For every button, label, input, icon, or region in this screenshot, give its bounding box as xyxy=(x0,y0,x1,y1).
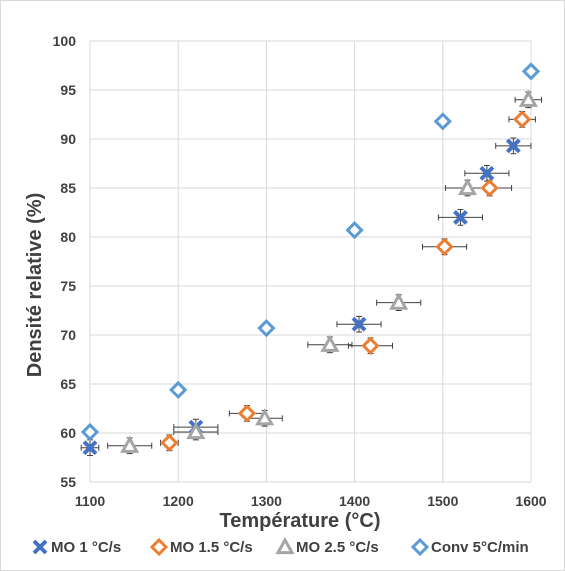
data-point xyxy=(351,316,367,332)
y-axis-title: Densité relative (%) xyxy=(24,193,46,378)
data-point xyxy=(480,178,499,198)
legend-label: MO 2.5 °C/s xyxy=(296,539,379,556)
data-point xyxy=(479,165,495,181)
data-point xyxy=(120,435,140,453)
data-point xyxy=(257,319,276,338)
data-point xyxy=(80,422,100,442)
x-axis-title: Température (°C) xyxy=(220,510,381,532)
x-tick-label: 1300 xyxy=(251,493,282,509)
grid-lines xyxy=(89,40,532,483)
y-tick-label: 80 xyxy=(60,229,76,245)
data-point xyxy=(345,221,364,240)
legend-item: Conv 5°C/min xyxy=(410,537,529,557)
data-point xyxy=(361,336,380,355)
legend-label: MO 1.5 °C/s xyxy=(170,539,253,556)
y-tick-label: 100 xyxy=(53,33,77,49)
data-point xyxy=(521,62,541,81)
x-tick-label: 1200 xyxy=(163,493,194,509)
y-tick-label: 55 xyxy=(60,474,76,490)
x-tick-label: 1600 xyxy=(515,493,546,509)
legend-item: MO 1.5 °C/s xyxy=(149,537,253,557)
legend-item: MO 1 °C/s xyxy=(32,539,121,556)
x-tick-label: 1100 xyxy=(75,493,106,509)
data-point xyxy=(389,292,409,310)
y-tick-label: 75 xyxy=(60,278,76,294)
y-tick-label: 60 xyxy=(60,425,76,441)
legend-marker xyxy=(275,536,295,555)
x-tick-label: 1500 xyxy=(427,493,458,509)
error-bars xyxy=(80,67,543,457)
data-point xyxy=(255,408,275,426)
legend: MO 1 °C/s MO 1.5 °C/s MO 2.5 °C/s Conv 5°C/… xyxy=(32,536,529,557)
data-point xyxy=(457,177,478,196)
legend-item: MO 2.5 °C/s xyxy=(275,536,379,556)
y-tick-label: 65 xyxy=(60,376,76,392)
data-point xyxy=(237,404,257,423)
x-tick-label: 1400 xyxy=(339,493,370,509)
data-point xyxy=(320,334,340,352)
legend-label: Conv 5°C/min xyxy=(431,539,529,556)
data-point xyxy=(160,433,179,452)
data-points xyxy=(80,62,541,456)
data-point xyxy=(518,89,538,107)
x-tick-labels: 1100 1200 1300 1400 1500 1600 xyxy=(75,493,547,509)
data-point xyxy=(435,237,454,256)
legend-marker xyxy=(410,537,430,557)
data-point xyxy=(513,110,532,129)
data-point xyxy=(433,112,452,131)
y-tick-label: 85 xyxy=(60,180,76,196)
data-point xyxy=(82,440,98,456)
data-point xyxy=(186,421,206,440)
data-point xyxy=(505,138,521,154)
y-tick-label: 90 xyxy=(60,131,76,147)
legend-label: MO 1 °C/s xyxy=(51,539,121,556)
data-point xyxy=(169,380,188,400)
data-point xyxy=(453,209,468,225)
y-tick-label: 70 xyxy=(60,327,76,343)
y-tick-label: 95 xyxy=(60,82,76,98)
legend-marker xyxy=(32,539,48,555)
legend-marker xyxy=(149,537,169,557)
y-tick-labels: 55 60 65 70 75 80 85 90 95 100 xyxy=(53,33,77,490)
